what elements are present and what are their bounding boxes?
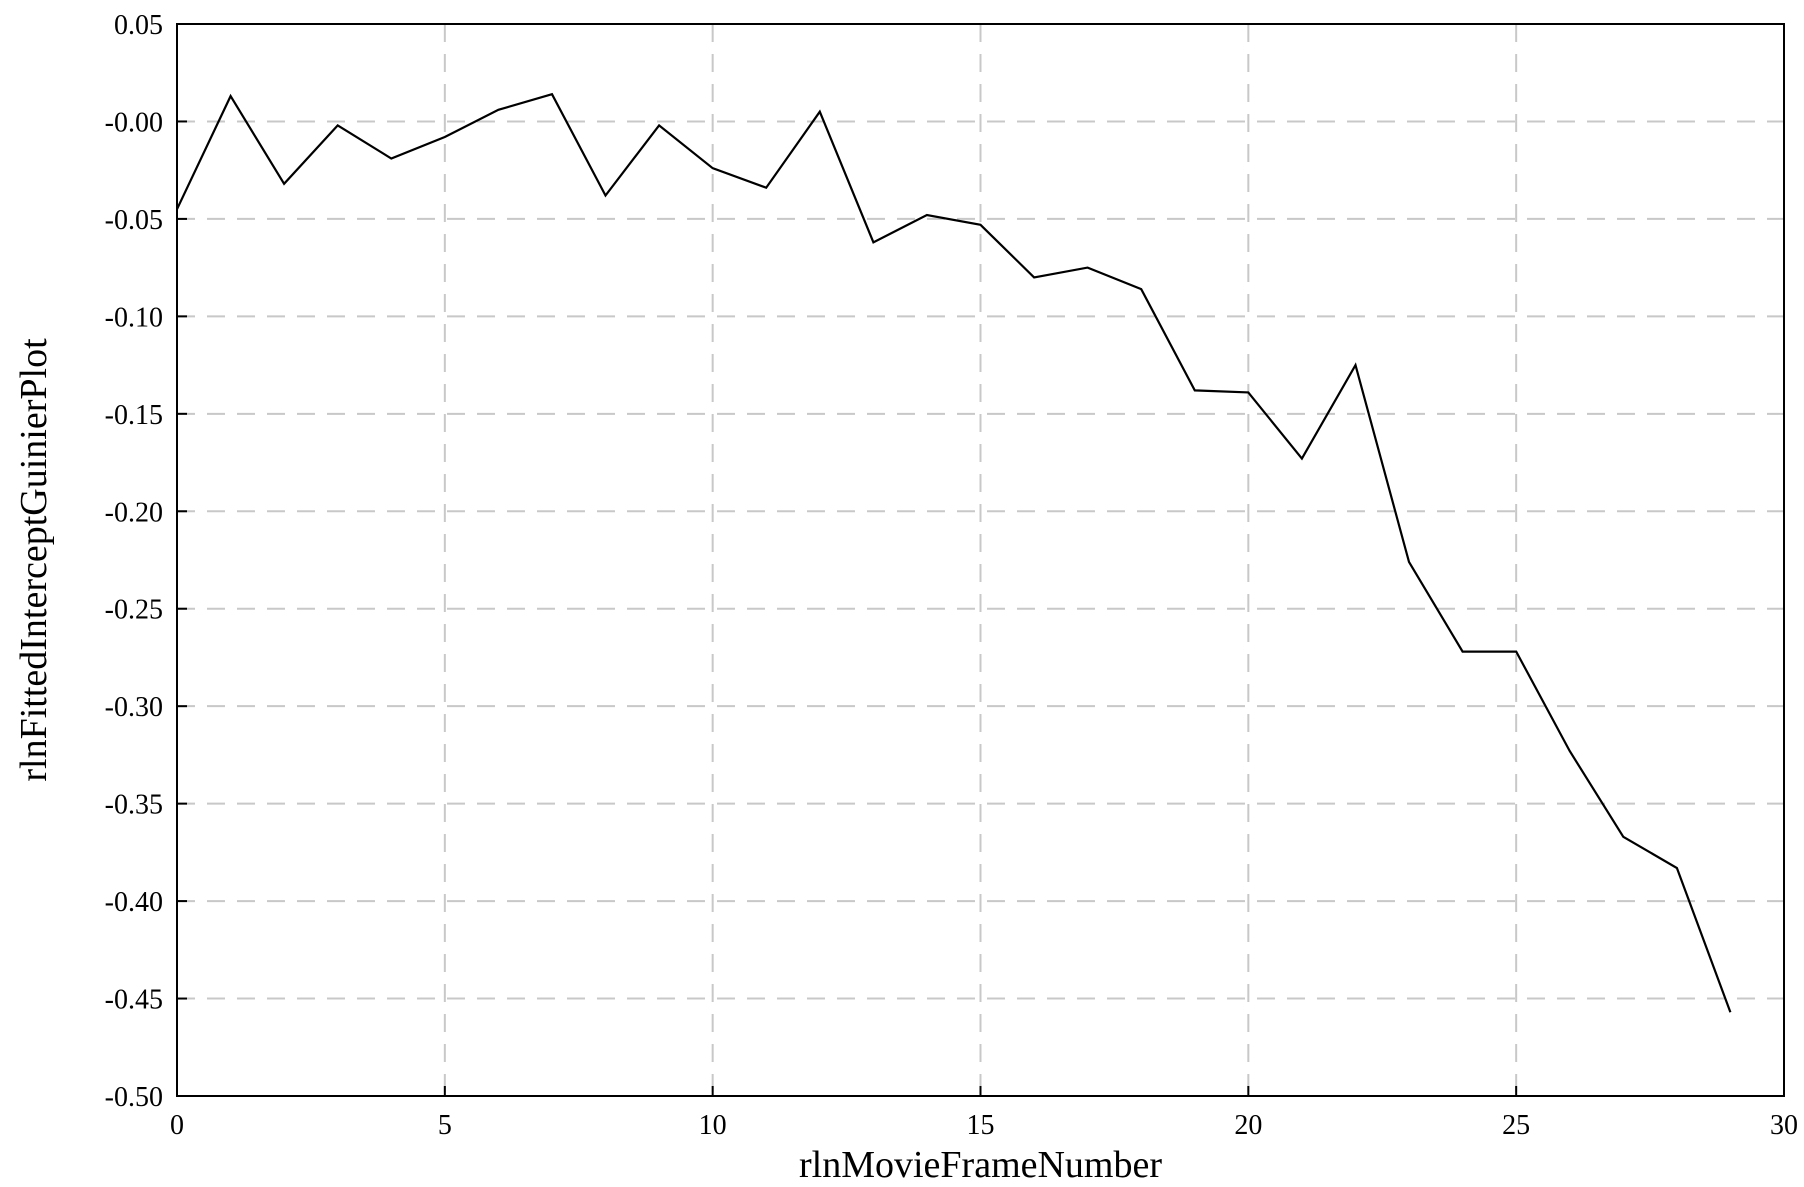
y-tick-label: -0.45 <box>105 985 163 1016</box>
y-tick-label: -0.30 <box>105 692 163 723</box>
series-line <box>176 92 1732 1013</box>
x-tick-label: 0 <box>170 1110 184 1141</box>
y-tick-label: -0.00 <box>105 107 163 138</box>
y-tick-label: -0.25 <box>105 595 163 626</box>
x-tick-label: 10 <box>699 1110 727 1141</box>
x-tick-label: 15 <box>967 1110 995 1141</box>
y-tick-label: -0.35 <box>105 790 163 821</box>
y-tick-label: -0.40 <box>105 887 163 918</box>
x-axis-title: rlnMovieFrameNumber <box>799 1144 1162 1186</box>
y-tick-label: -0.05 <box>105 205 163 236</box>
y-axis-title: rlnFittedInterceptGuinierPlot <box>13 338 55 782</box>
x-tick-label: 20 <box>1234 1110 1262 1141</box>
x-axis-tick-labels: 0 5 10 15 20 25 30 <box>170 1110 1798 1141</box>
axis-ticks <box>176 23 1785 1097</box>
y-tick-label: -0.10 <box>105 302 163 333</box>
y-tick-label: -0.15 <box>105 400 163 431</box>
y-tick-label: -0.50 <box>105 1082 163 1113</box>
y-axis-tick-labels: 0.05 -0.00 -0.05 -0.10 -0.15 -0.20 -0.25 -0.30 -… <box>105 10 163 1113</box>
x-tick-label: 25 <box>1502 1110 1530 1141</box>
x-tick-label: 30 <box>1770 1110 1798 1141</box>
series-layer <box>176 92 1732 1013</box>
y-tick-label: -0.20 <box>105 497 163 528</box>
x-tick-label: 5 <box>438 1110 452 1141</box>
y-tick-label: 0.05 <box>114 10 163 41</box>
